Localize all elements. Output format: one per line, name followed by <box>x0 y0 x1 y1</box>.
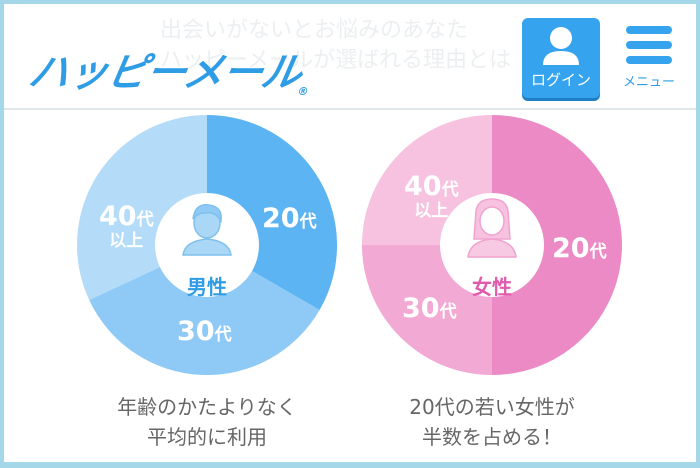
male-center-label: 男性 <box>187 275 227 299</box>
background-headline-2: ハッピーメールが選ばれる理由とは <box>160 48 512 73</box>
male-pie <box>77 115 337 375</box>
login-button[interactable]: ログイン <box>522 18 600 98</box>
female-pie <box>362 115 622 375</box>
female-age-chart: 20代 30代 40代 以上 女性 <box>362 115 622 375</box>
female-person-icon <box>467 198 517 258</box>
female-center-label: 女性 <box>472 275 512 299</box>
female-label-40s: 40代 以上 <box>404 171 459 221</box>
login-label: ログイン <box>530 71 591 89</box>
user-icon <box>543 27 579 65</box>
hamburger-icon <box>616 26 682 64</box>
female-label-30s: 30代 <box>402 293 457 324</box>
male-caption: 年齢のかたよりなく 平均的に利用 <box>117 395 297 449</box>
male-segment-30s <box>89 245 320 375</box>
male-label-30s: 30代 <box>177 316 232 347</box>
female-segment-20s <box>492 115 622 375</box>
menu-label: メニュー <box>622 75 675 90</box>
background-headline-1: 出会いがないとお悩みのあなた <box>160 18 469 43</box>
male-age-chart: 20代 30代 40代 以上 男性 <box>77 115 337 375</box>
male-label-20s: 20代 <box>262 203 317 234</box>
male-person-icon <box>182 204 232 256</box>
menu-button[interactable]: メニュー <box>616 26 682 90</box>
site-header: 出会いがないとお悩みのあなた ハッピーメールが選ばれる理由とは ハッピーメール®… <box>4 4 696 110</box>
male-label-40s: 40代 以上 <box>99 201 154 251</box>
female-caption: 20代の若い女性が 半数を占める！ <box>409 395 575 449</box>
female-label-20s: 20代 <box>552 233 607 264</box>
